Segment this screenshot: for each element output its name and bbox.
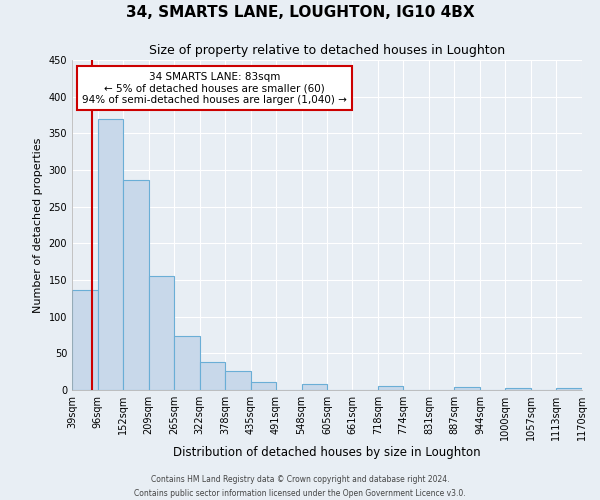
- Bar: [123, 180, 149, 390]
- Bar: [200, 362, 225, 390]
- Y-axis label: Number of detached properties: Number of detached properties: [33, 138, 43, 312]
- Bar: [454, 387, 480, 390]
- Bar: [556, 388, 582, 390]
- Bar: [302, 384, 327, 390]
- Bar: [72, 290, 98, 390]
- Text: Contains HM Land Registry data © Crown copyright and database right 2024.
Contai: Contains HM Land Registry data © Crown c…: [134, 476, 466, 498]
- Bar: [174, 336, 200, 390]
- Bar: [98, 118, 123, 390]
- Bar: [505, 388, 531, 390]
- Bar: [225, 371, 251, 390]
- Bar: [251, 382, 276, 390]
- Text: 34 SMARTS LANE: 83sqm
← 5% of detached houses are smaller (60)
94% of semi-detac: 34 SMARTS LANE: 83sqm ← 5% of detached h…: [82, 72, 347, 105]
- Bar: [378, 386, 403, 390]
- X-axis label: Distribution of detached houses by size in Loughton: Distribution of detached houses by size …: [173, 446, 481, 459]
- Text: 34, SMARTS LANE, LOUGHTON, IG10 4BX: 34, SMARTS LANE, LOUGHTON, IG10 4BX: [125, 5, 475, 20]
- Bar: [149, 276, 174, 390]
- Title: Size of property relative to detached houses in Loughton: Size of property relative to detached ho…: [149, 44, 505, 58]
